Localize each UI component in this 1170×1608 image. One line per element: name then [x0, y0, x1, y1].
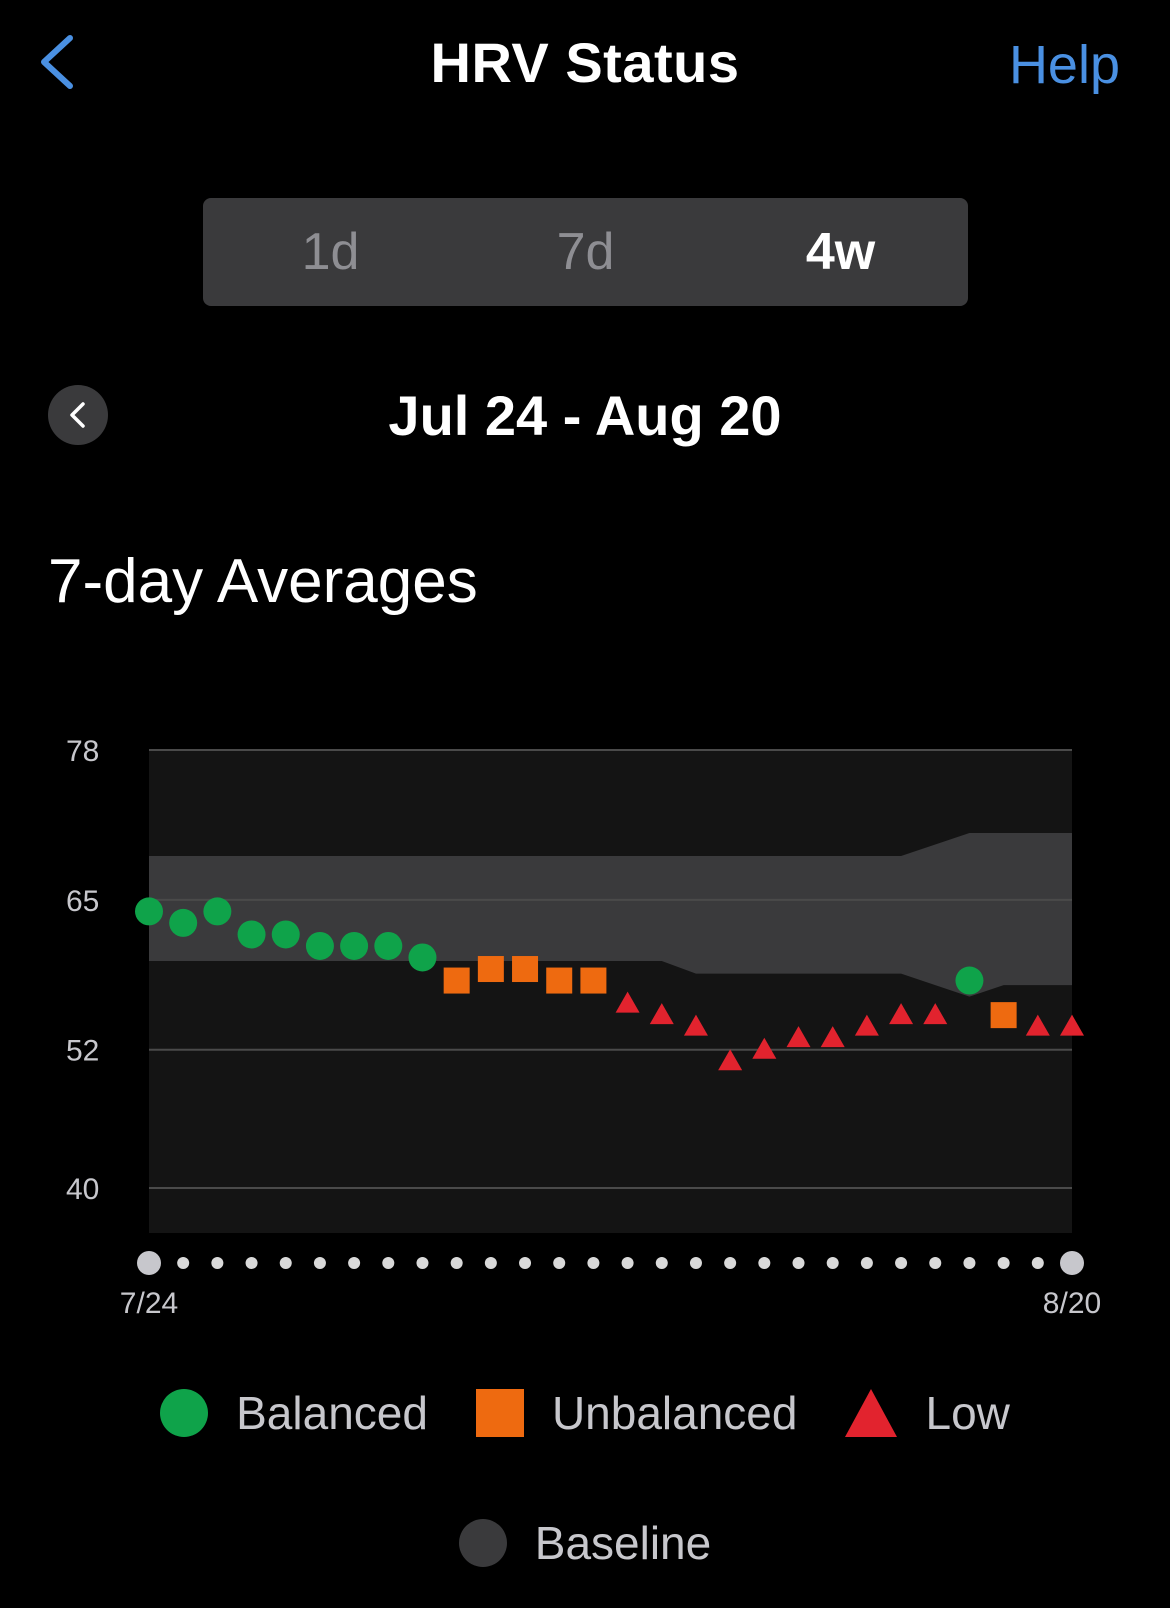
day-dot [826, 1257, 839, 1269]
low-point [683, 1014, 708, 1036]
unbalanced-point [546, 967, 573, 994]
legend-label: Unbalanced [551, 1387, 798, 1439]
balanced-point [374, 931, 403, 960]
day-dot [279, 1257, 292, 1269]
balanced-point [271, 920, 300, 949]
balanced-point [169, 908, 198, 937]
balanced-point [135, 897, 163, 926]
balanced-point [340, 931, 369, 960]
legend-label: Balanced [236, 1387, 428, 1439]
low-point [752, 1037, 777, 1059]
low-point [854, 1014, 879, 1036]
page-title: HRV Status [430, 31, 740, 94]
day-dot [587, 1257, 600, 1269]
day-dot [963, 1257, 976, 1269]
back-chevron-icon[interactable] [38, 34, 78, 90]
day-dot [895, 1257, 908, 1269]
balanced-point [408, 943, 437, 972]
unbalanced-square-icon [475, 1389, 524, 1437]
unbalanced-point [477, 956, 504, 983]
balanced-point [955, 966, 984, 995]
day-dot [553, 1257, 566, 1269]
day-dot [655, 1257, 668, 1269]
previous-range-button[interactable] [48, 385, 108, 445]
tab-4w[interactable]: 4w [805, 223, 876, 281]
day-dot [724, 1257, 737, 1269]
low-point [889, 1003, 914, 1025]
unbalanced-point [512, 956, 539, 983]
y-tick-label: 65 [66, 885, 99, 918]
unbalanced-point [443, 967, 470, 994]
low-point [718, 1049, 743, 1071]
day-dot [348, 1257, 361, 1269]
day-dot [792, 1257, 805, 1269]
day-dot [416, 1257, 429, 1269]
date-range-label: Jul 24 - Aug 20 [388, 384, 782, 447]
low-point [923, 1003, 948, 1025]
low-triangle-icon [845, 1389, 898, 1437]
day-dot [245, 1257, 258, 1269]
section-title: 7-day Averages [48, 547, 478, 616]
baseline-circle-icon [458, 1519, 507, 1567]
balanced-point [203, 897, 232, 926]
day-dot [1060, 1251, 1084, 1275]
y-tick-label: 40 [66, 1173, 99, 1206]
legend: Balanced Unbalanced Low [0, 1386, 1170, 1440]
day-dot [211, 1257, 224, 1269]
help-link[interactable]: Help [1008, 35, 1120, 95]
day-dot [313, 1257, 326, 1269]
day-dot [177, 1257, 190, 1269]
day-dot [519, 1257, 532, 1269]
low-point [1025, 1014, 1050, 1036]
x-tick-label-start: 7/24 [120, 1287, 178, 1320]
range-segmented-control: 1d 7d 4w [203, 198, 968, 306]
balanced-circle-icon [160, 1389, 209, 1437]
unbalanced-point [990, 1002, 1017, 1029]
day-dot [621, 1257, 634, 1269]
day-dot [689, 1257, 702, 1269]
day-dot [450, 1257, 463, 1269]
tab-1d[interactable]: 1d [301, 223, 360, 281]
day-dot [997, 1257, 1010, 1269]
x-tick-label-end: 8/20 [1043, 1287, 1101, 1320]
legend-row-2: Baseline [0, 1516, 1170, 1570]
legend-label: Low [925, 1387, 1010, 1439]
low-point [820, 1026, 845, 1048]
low-point [615, 991, 640, 1013]
hrv-chart: 78 65 52 40 7/24 8/20 [66, 735, 1101, 1320]
legend-item-low: Low [845, 1386, 1010, 1440]
balanced-point [237, 920, 266, 949]
day-dot [929, 1257, 942, 1269]
plot-background [149, 750, 1072, 1233]
legend-item-balanced: Balanced [160, 1386, 428, 1440]
balanced-point [305, 931, 334, 960]
day-dot [1031, 1257, 1044, 1269]
day-dot [137, 1251, 161, 1275]
chevron-left-icon [70, 402, 85, 428]
day-dot [484, 1257, 497, 1269]
legend-label: Baseline [534, 1517, 712, 1569]
day-dot [860, 1257, 873, 1269]
low-point [649, 1003, 674, 1025]
y-tick-label: 52 [66, 1035, 99, 1068]
tab-7d[interactable]: 7d [556, 223, 615, 281]
y-tick-label: 78 [66, 735, 99, 768]
day-dot [758, 1257, 771, 1269]
low-point [786, 1026, 811, 1048]
day-dot [382, 1257, 395, 1269]
unbalanced-point [580, 967, 607, 994]
legend-item-baseline: Baseline [458, 1516, 712, 1570]
legend-item-unbalanced: Unbalanced [475, 1386, 798, 1440]
low-point [1060, 1014, 1084, 1036]
